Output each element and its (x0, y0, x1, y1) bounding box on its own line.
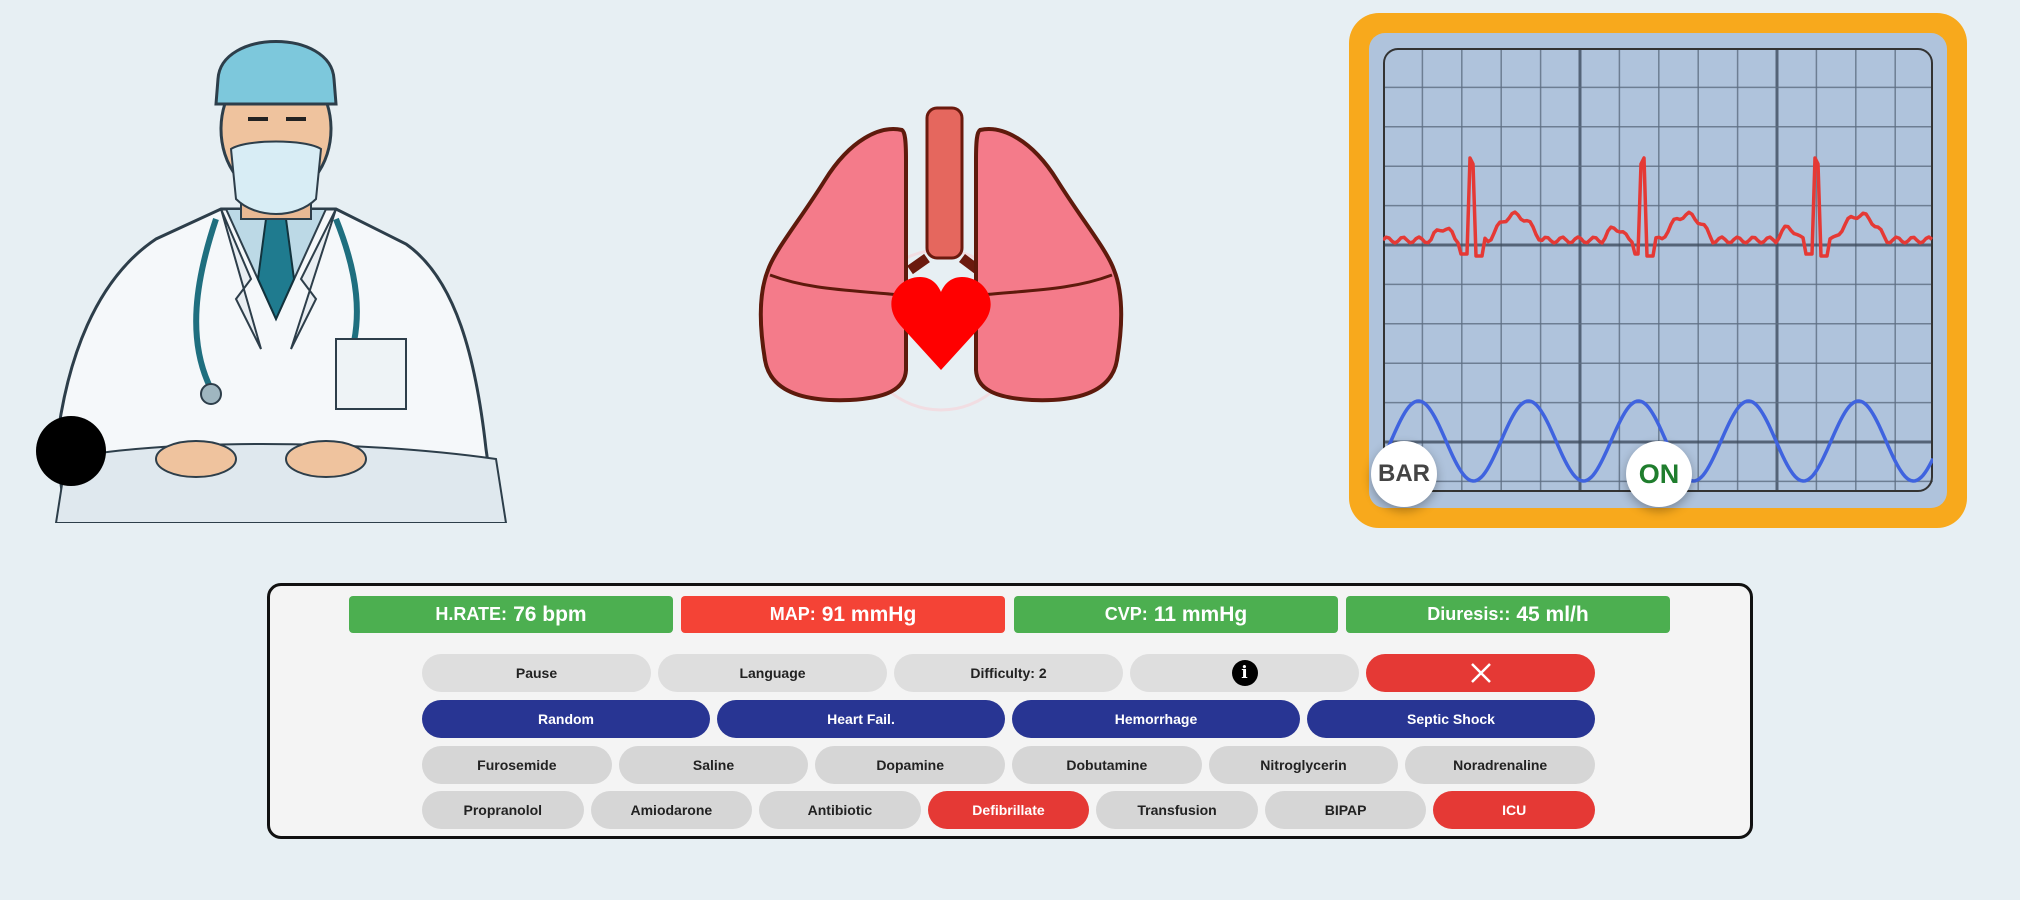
pause-button[interactable]: Pause (422, 654, 651, 692)
vital-label: Diuresis:: (1427, 604, 1511, 624)
vital-cvp: CVP: 11 mmHg (1014, 596, 1338, 633)
action-button-defibrillate[interactable]: Defibrillate (927, 791, 1090, 829)
info-button[interactable]: i (1130, 654, 1359, 692)
bar-button[interactable]: BAR (1371, 441, 1437, 507)
drug-button-dopamine[interactable]: Dopamine (815, 746, 1005, 784)
scenario-button-heart-fail[interactable]: Heart Fail. (717, 700, 1005, 738)
vital-label: MAP: (769, 604, 816, 624)
action-button-bipap[interactable]: BIPAP (1264, 791, 1427, 829)
close-icon (1470, 663, 1491, 683)
drug-button-furosemide[interactable]: Furosemide (422, 746, 612, 784)
vital-label: H.RATE: (435, 604, 508, 624)
vital-value: 45 ml/h (1516, 602, 1589, 626)
left-lung-icon (758, 127, 908, 403)
on-button[interactable]: ON (1626, 441, 1692, 507)
monitor-waveform-display (1383, 48, 1933, 492)
scenario-button-hemorrhage[interactable]: Hemorrhage (1012, 700, 1300, 738)
vital-label: CVP: (1104, 604, 1148, 624)
ecg-waveform (1383, 156, 1933, 258)
action-button-transfusion[interactable]: Transfusion (1096, 791, 1258, 829)
black-dot-button[interactable] (36, 416, 106, 486)
drug-button-nitroglycerin[interactable]: Nitroglycerin (1208, 746, 1399, 784)
scenario-button-random[interactable]: Random (422, 700, 710, 738)
language-button[interactable]: Language (658, 654, 887, 692)
action-button-amiodarone[interactable]: Amiodarone (590, 791, 753, 829)
vital-heart-rate: H.RATE: 76 bpm (349, 596, 673, 633)
vital-value: 11 mmHg (1153, 602, 1248, 626)
drug-button-noradrenaline[interactable]: Noradrenaline (1405, 746, 1595, 784)
vital-map: MAP: 91 mmHg (681, 596, 1005, 633)
heart-icon (891, 277, 991, 370)
vital-value: 76 bpm (513, 602, 587, 626)
scenario-button-septic-shock[interactable]: Septic Shock (1307, 700, 1595, 738)
lungs-heart-illustration (758, 106, 1124, 412)
vital-value: 91 mmHg (821, 602, 917, 626)
action-button-propranolol[interactable]: Propranolol (422, 791, 584, 829)
difficulty-button[interactable]: Difficulty: 2 (894, 654, 1123, 692)
respiration-waveform (1383, 399, 1933, 483)
trachea-icon (907, 106, 981, 275)
doctor-illustration (54, 40, 508, 523)
info-icon: i (1231, 660, 1258, 686)
action-button-antibiotic[interactable]: Antibiotic (759, 791, 921, 829)
control-panel: H.RATE: 76 bpm MAP: 91 mmHg CVP: 11 mmHg Di… (267, 583, 1753, 839)
vital-diuresis: Diuresis:: 45 ml/h (1346, 596, 1670, 633)
monitor-screen (1369, 33, 1947, 508)
drug-button-saline[interactable]: Saline (618, 746, 809, 784)
right-lung-icon (974, 127, 1124, 403)
close-button[interactable] (1366, 654, 1595, 692)
drug-button-dobutamine[interactable]: Dobutamine (1012, 746, 1202, 784)
action-button-icu[interactable]: ICU (1433, 791, 1595, 829)
